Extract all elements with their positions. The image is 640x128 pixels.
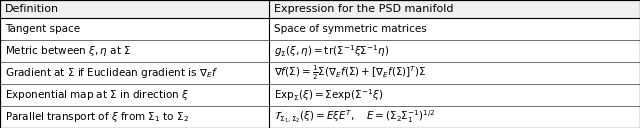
Text: Tangent space: Tangent space (5, 24, 80, 34)
Text: Definition: Definition (5, 4, 59, 14)
Text: Metric between $\xi,\eta$ at $\Sigma$: Metric between $\xi,\eta$ at $\Sigma$ (5, 44, 131, 58)
Text: Parallel transport of $\xi$ from $\Sigma_1$ to $\Sigma_2$: Parallel transport of $\xi$ from $\Sigma… (5, 110, 189, 124)
Text: Expression for the PSD manifold: Expression for the PSD manifold (274, 4, 453, 14)
Text: Space of symmetric matrices: Space of symmetric matrices (274, 24, 426, 34)
Text: $\mathrm{Exp}_\Sigma(\xi) = \Sigma \exp(\Sigma^{-1}\xi)$: $\mathrm{Exp}_\Sigma(\xi) = \Sigma \exp(… (274, 87, 383, 103)
Text: $\nabla f(\Sigma) = \frac{1}{2}\Sigma(\nabla_E f(\Sigma) + [\nabla_E f(\Sigma)]^: $\nabla f(\Sigma) = \frac{1}{2}\Sigma(\n… (274, 64, 426, 82)
Text: Gradient at $\Sigma$ if Euclidean gradient is $\nabla_E f$: Gradient at $\Sigma$ if Euclidean gradie… (5, 66, 218, 80)
Bar (0, 0, 640, 18)
Text: Exponential map at $\Sigma$ in direction $\xi$: Exponential map at $\Sigma$ in direction… (5, 88, 189, 102)
Text: $\mathcal{T}_{\Sigma_1,\Sigma_2}(\xi) = E\xi E^T, \quad E = (\Sigma_2 \Sigma_1^{: $\mathcal{T}_{\Sigma_1,\Sigma_2}(\xi) = … (274, 109, 435, 125)
Text: $g_\Sigma(\xi,\eta) = \mathrm{tr}(\Sigma^{-1}\xi\Sigma^{-1}\eta)$: $g_\Sigma(\xi,\eta) = \mathrm{tr}(\Sigma… (274, 43, 389, 59)
